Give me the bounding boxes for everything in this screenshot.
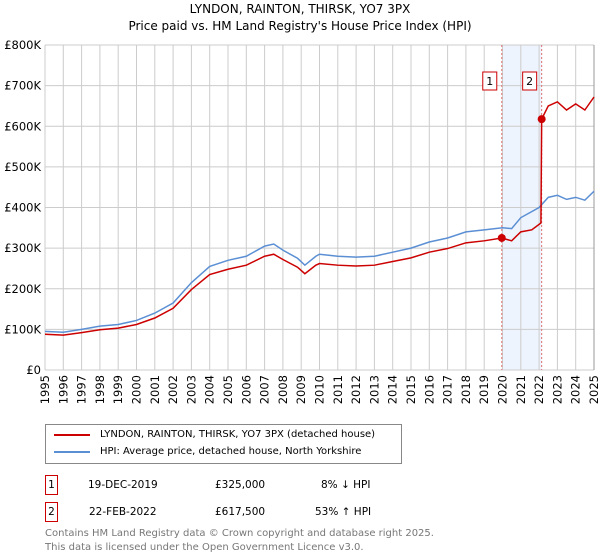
x-tick-label: 2006 [239, 375, 253, 404]
blue-line-swatch [54, 451, 90, 453]
sale-label: 1 [486, 75, 493, 88]
hpi-diff: 53% ↑ HPI [315, 506, 372, 518]
x-tick-label: 1996 [56, 375, 70, 404]
marker-badge: 2 [45, 502, 58, 522]
legend-item-property: LYNDON, RAINTON, THIRSK, YO7 3PX (detach… [54, 428, 375, 442]
y-tick-label: £600K [4, 119, 41, 133]
y-tick-label: £700K [4, 79, 41, 93]
y-tick-label: £400K [4, 201, 41, 215]
x-tick-label: 2013 [367, 375, 381, 404]
y-tick-label: £100K [4, 322, 41, 336]
x-tick-label: 2017 [441, 375, 455, 404]
x-tick-label: 2015 [404, 375, 418, 404]
price: £325,000 [215, 479, 266, 491]
x-tick-label: 2020 [496, 375, 510, 404]
x-tick-label: 2014 [386, 375, 400, 404]
legend-item-hpi: HPI: Average price, detached house, Nort… [54, 445, 361, 459]
price-chart: LYNDON, RAINTON, THIRSK, YO7 3PX Price p… [4, 2, 600, 404]
series-line [44, 190, 595, 333]
sale-label: 2 [526, 75, 533, 88]
x-tick-label: 2012 [349, 375, 363, 404]
footer-line: Contains HM Land Registry data © Crown c… [45, 528, 434, 539]
x-tick-label: 2016 [422, 375, 436, 404]
sale-label-box [522, 71, 538, 91]
legend-label: HPI: Average price, detached house, Nort… [100, 446, 362, 457]
x-tick-label: 1997 [75, 375, 89, 404]
y-tick-label: £500K [4, 160, 41, 174]
x-tick-label: 2019 [477, 375, 491, 404]
legend-label: LYNDON, RAINTON, THIRSK, YO7 3PX (detach… [100, 429, 376, 440]
x-tick-label: 1998 [93, 375, 107, 404]
footer-line: This data is licensed under the Open Gov… [45, 542, 364, 553]
x-tick-label: 1995 [38, 375, 52, 404]
x-tick-label: 2018 [459, 375, 473, 404]
sale-label-box [482, 71, 498, 91]
transaction-row: 1 19-DEC-2019 £325,000 8% ↓ HPI [45, 475, 600, 495]
x-tick-label: 2008 [276, 375, 290, 404]
x-tick-label: 2011 [331, 375, 345, 404]
x-tick-label: 1999 [111, 375, 125, 404]
y-tick-label: £800K [4, 38, 41, 52]
x-tick-label: 2022 [532, 375, 546, 404]
x-tick-label: 2025 [587, 375, 600, 404]
y-tick-label: £300K [4, 241, 41, 255]
series-line [44, 96, 595, 336]
x-tick-label: 2005 [221, 375, 235, 404]
x-tick-label: 2023 [550, 375, 564, 404]
marker-badge: 1 [45, 475, 58, 495]
x-tick-label: 2024 [569, 375, 583, 404]
date: 19-DEC-2019 [88, 479, 158, 491]
x-tick-label: 2003 [184, 375, 198, 404]
x-tick-label: 2021 [514, 375, 528, 404]
x-tick-label: 2007 [258, 375, 272, 404]
footer: Contains HM Land Registry data © Crown c… [45, 527, 434, 555]
y-tick-label: £0 [26, 363, 41, 377]
chart-title: LYNDON, RAINTON, THIRSK, YO7 3PX [190, 2, 411, 16]
x-tick-label: 2001 [148, 375, 162, 404]
x-tick-label: 2010 [313, 375, 327, 404]
sale-point [497, 233, 506, 242]
transaction-row: 2 22-FEB-2022 £617,500 53% ↑ HPI [45, 502, 600, 522]
chart-subtitle: Price paid vs. HM Land Registry's House … [128, 19, 471, 33]
sale-point [537, 115, 546, 124]
red-line-swatch [54, 434, 90, 436]
x-tick-label: 2000 [130, 375, 144, 404]
y-tick-label: £200K [4, 282, 41, 296]
date: 22-FEB-2022 [89, 506, 157, 518]
hpi-diff: 8% ↓ HPI [321, 479, 371, 491]
x-tick-label: 2002 [166, 375, 180, 404]
x-tick-label: 2004 [203, 375, 217, 404]
x-tick-label: 2009 [294, 375, 308, 404]
legend: LYNDON, RAINTON, THIRSK, YO7 3PX (detach… [45, 424, 402, 464]
price: £617,500 [215, 506, 266, 518]
